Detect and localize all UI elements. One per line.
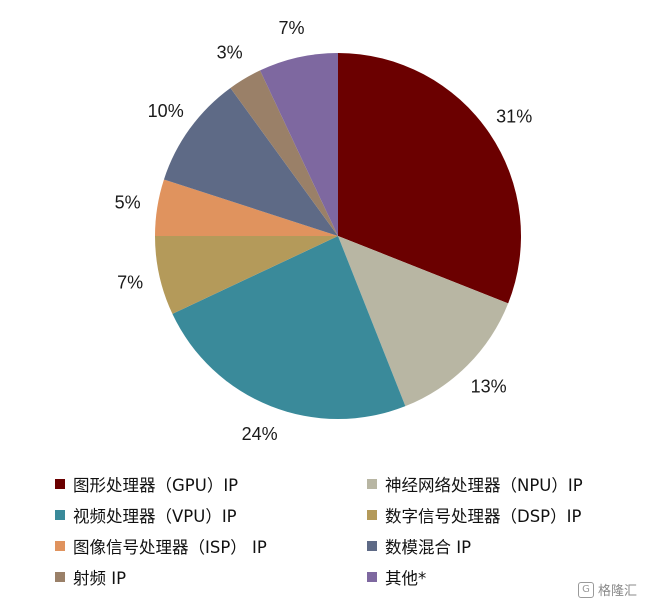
legend-swatch [55,479,65,489]
legend-label: 其他* [385,569,427,588]
legend-item-vpu: 视频处理器（VPU）IP [55,503,367,527]
legend-label: 视频处理器（VPU）IP [73,507,237,526]
legend-label: 图像信号处理器（ISP） IP [73,538,267,557]
watermark: G 格隆汇 [578,580,637,599]
legend-item-other: 其他* [367,565,645,589]
glh-logo-icon: G [578,581,594,598]
legend-item-dsp: 数字信号处理器（DSP）IP [367,503,645,527]
legend-label: 图形处理器（GPU）IP [73,476,239,495]
pie-slices [155,53,522,420]
pie-slice [163,87,338,236]
slice-value-label: 10% [148,101,184,121]
legend-item-npu: 神经网络处理器（NPU）IP [367,472,645,496]
legend-item-isp: 图像信号处理器（ISP） IP [55,534,367,558]
legend-swatch [55,572,65,582]
slice-value-label: 3% [217,43,243,63]
legend-swatch [367,479,377,489]
legend-label: 神经网络处理器（NPU）IP [385,476,583,495]
pie-slice [260,53,338,236]
legend-swatch [367,510,377,520]
legend-swatch [55,510,65,520]
pie-slice [172,236,406,420]
legend-swatch [367,572,377,582]
slice-value-label: 13% [471,377,507,397]
watermark-text: 格隆汇 [598,584,638,599]
legend-swatch [367,541,377,551]
pie-slice [155,236,338,314]
pie-slice [155,179,338,236]
legend-label: 数字信号处理器（DSP）IP [385,507,582,526]
pie-slice [230,70,338,236]
legend-item-rf: 射频 IP [55,565,367,589]
slice-value-label: 31% [496,106,532,126]
legend: 图形处理器（GPU）IP 神经网络处理器（NPU）IP 视频处理器（VPU）IP… [55,472,645,589]
pie-value-labels: 31% 13% 24% 7% 5% 10% 3% 7% [115,18,533,444]
legend-label: 射频 IP [73,569,127,588]
legend-swatch [55,541,65,551]
legend-label: 数模混合 IP [385,538,472,557]
slice-value-label: 5% [115,193,141,213]
pie-slice [338,236,509,407]
slice-value-label: 24% [242,424,278,444]
slice-value-label: 7% [278,18,304,38]
legend-item-gpu: 图形处理器（GPU）IP [55,472,367,496]
pie-chart: 31% 13% 24% 7% 5% 10% 3% 7% [115,18,533,444]
legend-item-mixed-signal: 数模混合 IP [367,534,645,558]
pie-slice [338,53,522,304]
slice-value-label: 7% [117,273,143,293]
